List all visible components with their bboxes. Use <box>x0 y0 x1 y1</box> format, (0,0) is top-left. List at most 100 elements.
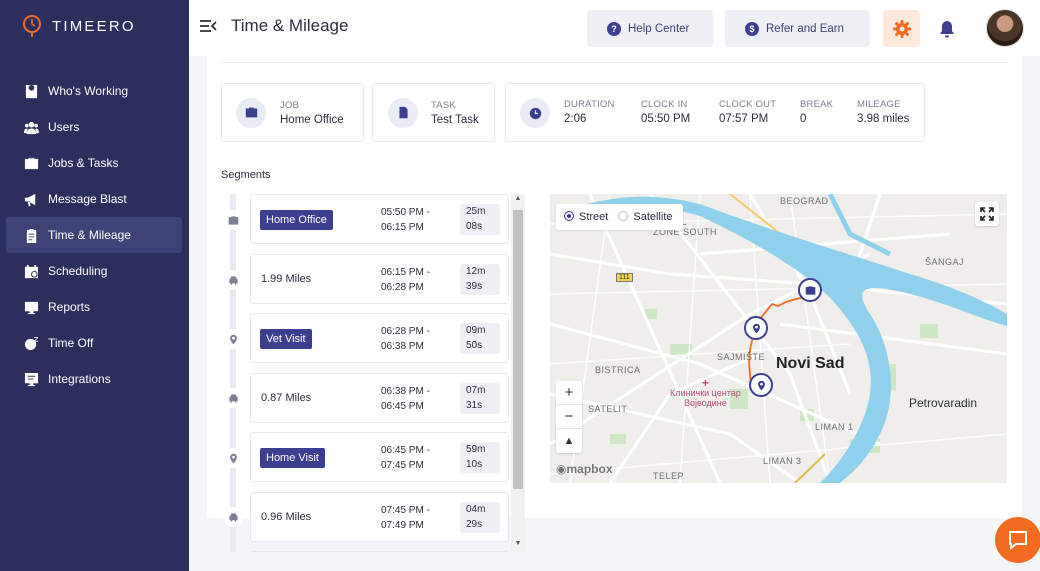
stat-duration: DURATION 2:06 <box>564 99 615 125</box>
route-map[interactable]: BEOGRAD RIAL ZONE SOUTH ŠANGAJ SAJMIŠTE … <box>550 194 1007 483</box>
task-icon <box>388 97 418 128</box>
map-label-liman-3: LIMAN 3 <box>763 456 802 466</box>
sidebar-item-scheduling[interactable]: Scheduling <box>6 253 182 289</box>
stat-label: MILEAGE <box>857 99 901 110</box>
map-label-telep: TELEP <box>653 471 685 481</box>
stat-value: 0 <box>800 113 807 125</box>
segment-duration: 07m 31s <box>460 383 500 414</box>
segment-end: 07:49 PM <box>381 519 424 531</box>
briefcase-icon <box>22 154 40 172</box>
sidebar-item-label: Scheduling <box>48 264 108 278</box>
stat-label: DURATION <box>564 99 615 110</box>
segment-start: 07:45 PM - <box>381 505 430 516</box>
duration-seconds: 10s <box>466 458 483 470</box>
sidebar: TIMEERO Who's Working Users Jobs & Tasks… <box>0 0 189 571</box>
sidebar-item-message-blast[interactable]: Message Blast <box>6 181 182 217</box>
top-header: Time & Mileage ? Help Center $ Refer and… <box>189 0 1040 56</box>
segment-time: 06:38 PM - 06:45 PM <box>381 385 451 414</box>
location-pin-icon <box>229 334 237 344</box>
notifications-bell-icon[interactable] <box>939 20 955 38</box>
sidebar-item-users[interactable]: Users <box>6 109 182 145</box>
road-number-badge: 111 <box>616 273 633 282</box>
duration-seconds: 39s <box>466 280 483 292</box>
sidebar-item-reports[interactable]: Reports <box>6 289 182 325</box>
segment-node <box>223 448 243 468</box>
sidebar-item-label: Jobs & Tasks <box>48 156 119 170</box>
segment-row[interactable]: Vet Visit 06:28 PM -06:38 PM 09m 50s <box>250 313 509 363</box>
segment-duration: 59m 10s <box>460 442 500 473</box>
segment-node <box>223 270 243 290</box>
map-label-liman-1: LIMAN 1 <box>815 422 854 432</box>
refer-and-earn-label: Refer and Earn <box>766 22 844 35</box>
stat-break: BREAK 0 <box>800 99 833 125</box>
user-avatar[interactable] <box>986 9 1024 47</box>
sidebar-item-label: Message Blast <box>48 192 127 206</box>
segment-row[interactable]: 0.96 Miles 07:45 PM -07:49 PM 04m 29s <box>250 492 509 542</box>
zoom-out-button[interactable]: − <box>556 405 582 429</box>
job-value: Home Office <box>280 113 344 126</box>
segment-row[interactable]: 1.99 Miles 06:15 PM -06:28 PM 12m 39s <box>250 254 509 304</box>
hospital-cross-icon: + <box>701 376 709 390</box>
segment-row[interactable]: 0.87 Miles 06:38 PM - 06:45 PM 07m 31s <box>250 373 509 423</box>
segment-duration: 09m 50s <box>460 323 500 354</box>
street-option[interactable]: Street <box>564 211 608 223</box>
stop-location-pin[interactable] <box>749 373 773 397</box>
dollar-icon: $ <box>745 21 759 36</box>
scrollbar-thumb[interactable] <box>513 210 523 489</box>
location-pin-icon <box>752 323 760 333</box>
map-label-zone-south: ZONE SOUTH <box>653 227 718 237</box>
map-zoom-controls: + − ▲ <box>556 381 582 453</box>
map-town-label: Petrovaradin <box>909 396 978 410</box>
segment-start: 06:45 PM - <box>381 445 430 456</box>
segment-node <box>223 388 243 408</box>
satellite-option[interactable]: Satellite <box>618 211 673 223</box>
sidebar-item-label: Users <box>48 120 80 134</box>
sidebar-item-integrations[interactable]: Integrations <box>6 361 182 397</box>
segment-end: 06:45 PM <box>381 400 424 412</box>
scroll-up-arrow-icon[interactable]: ▲ <box>514 195 522 202</box>
stop-location-pin[interactable] <box>744 316 768 340</box>
refer-and-earn-button[interactable]: $ Refer and Earn <box>725 10 870 47</box>
sidebar-item-time-mileage[interactable]: Time & Mileage <box>6 217 182 253</box>
fullscreen-button[interactable] <box>975 202 999 226</box>
car-icon <box>228 275 238 285</box>
map-base-layer <box>550 194 1007 483</box>
sidebar-item-whos-working[interactable]: Who's Working <box>6 73 182 109</box>
menu-collapse-icon[interactable] <box>199 18 217 34</box>
segment-time: 06:45 PM - 07:45 PM <box>381 444 451 473</box>
gear-icon <box>892 19 911 38</box>
chat-widget-button[interactable] <box>995 517 1040 563</box>
scroll-down-arrow-icon[interactable]: ▼ <box>514 540 522 547</box>
segment-row[interactable]: Home Visit 06:45 PM -07:45 PM 59m 10s <box>250 432 509 482</box>
zoom-in-button[interactable]: + <box>556 381 582 405</box>
segment-start: 06:38 PM - <box>381 386 430 397</box>
sidebar-item-jobs-tasks[interactable]: Jobs & Tasks <box>6 145 182 181</box>
settings-button[interactable] <box>883 10 920 47</box>
timeline-scrollbar[interactable]: ▲ ▼ <box>511 194 525 552</box>
task-label: TASK <box>431 99 456 111</box>
integrations-icon <box>22 370 40 388</box>
segment-end: 07:45 PM <box>381 459 424 471</box>
mapbox-label: mapbox <box>566 462 613 476</box>
stat-label: BREAK <box>800 99 834 110</box>
users-icon <box>22 118 40 136</box>
help-center-button[interactable]: ? Help Center <box>587 10 713 47</box>
megaphone-icon <box>22 190 40 208</box>
segment-row[interactable]: Home Office 05:50 PM -06:15 PM 25m 08s <box>250 194 509 244</box>
segment-label: 0.96 Miles <box>261 511 312 523</box>
briefcase-icon <box>805 285 815 295</box>
sidebar-item-label: Time & Mileage <box>48 228 131 242</box>
brand-logo[interactable]: TIMEERO <box>22 14 136 38</box>
chat-icon <box>1009 531 1027 551</box>
duration-minutes: 07m <box>466 385 486 396</box>
duration-minutes: 12m <box>466 266 486 277</box>
segment-label: 0.87 Miles <box>261 392 312 404</box>
job-info-box: JOB Home Office <box>221 83 364 142</box>
compass-button[interactable]: ▲ <box>556 429 582 453</box>
segments-timeline[interactable]: Home Office 05:50 PM -06:15 PM 25m 08s 1.… <box>221 194 527 552</box>
duration-minutes: 25m <box>466 206 486 217</box>
job-location-pin[interactable] <box>798 278 822 302</box>
sidebar-item-time-off[interactable]: Time Off <box>6 325 182 361</box>
clipboard-icon <box>22 226 40 244</box>
mapbox-attribution[interactable]: ◉mapbox <box>556 462 613 476</box>
